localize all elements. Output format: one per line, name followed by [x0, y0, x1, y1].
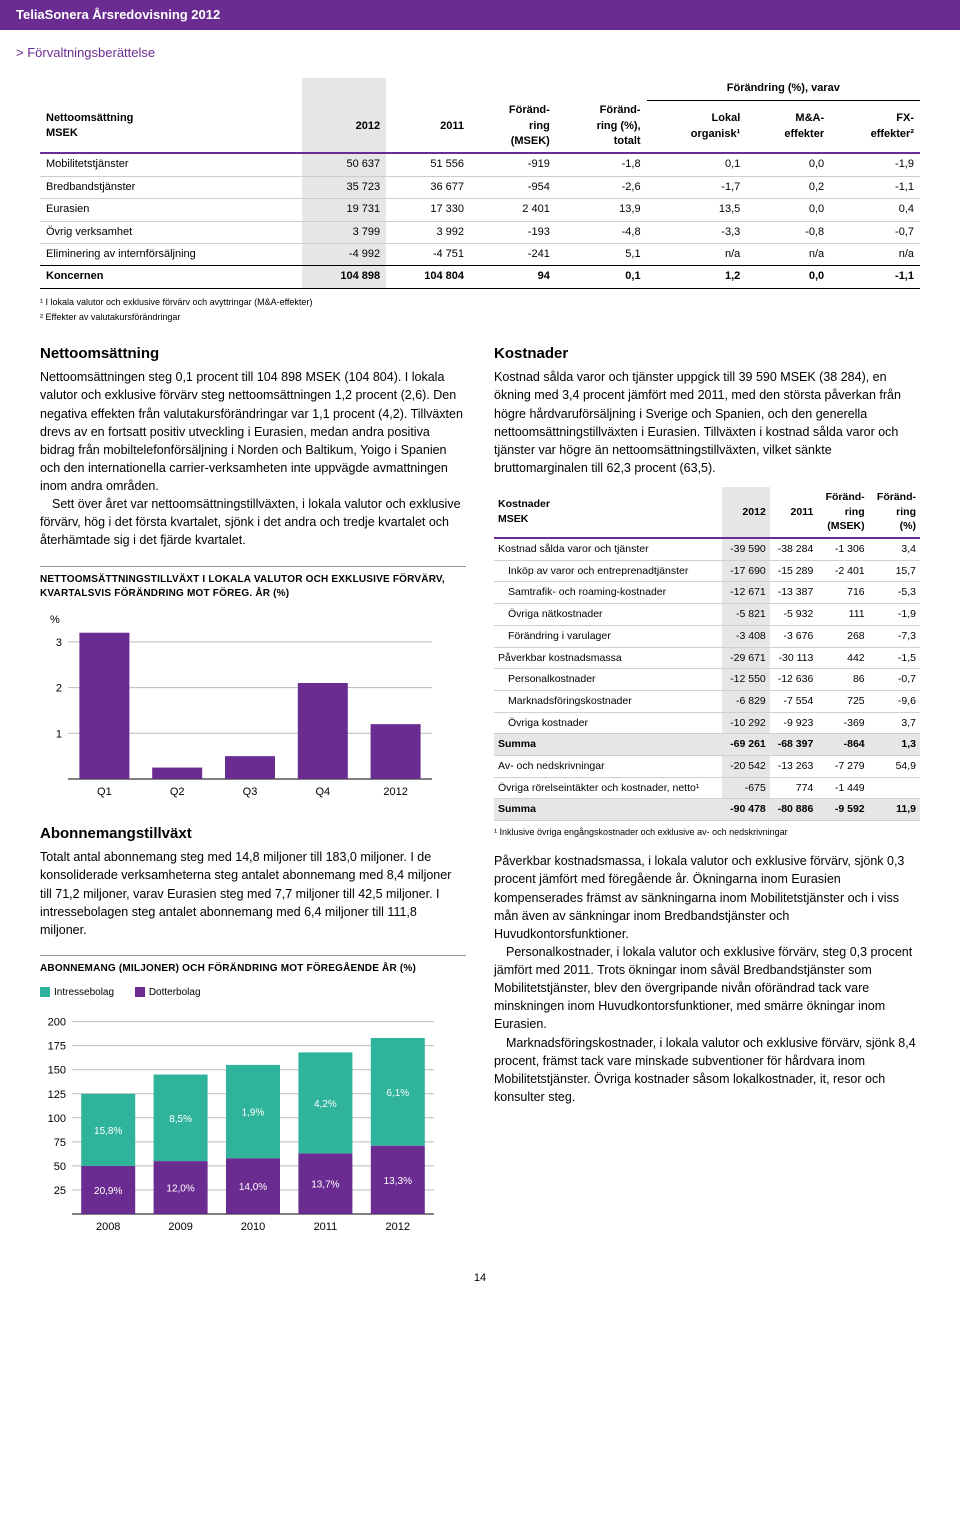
chart-netsales-growth: 1 2 3% Q1 Q2 Q3 Q4 2012	[40, 611, 466, 806]
costs-title: Kostnader	[494, 343, 920, 364]
svg-text:175: 175	[48, 1041, 66, 1053]
table-row: Bredbandstjänster35 72336 677-954-2,6-1,…	[40, 176, 920, 198]
svg-text:6,1%: 6,1%	[386, 1088, 409, 1099]
svg-text:Q4: Q4	[315, 786, 330, 798]
table-row-total: Koncernen104 898104 804940,11,20,0-1,1	[40, 266, 920, 288]
svg-text:2012: 2012	[386, 1221, 410, 1233]
table1-footnote-2: ² Effekter av valutakursförändringar	[40, 312, 920, 323]
chart2-caption: ABONNEMANG (MILJONER) OCH FÖRÄNDRING MOT…	[40, 955, 466, 976]
table-row: Samtrafik- och roaming-kostnader-12 671-…	[494, 582, 920, 604]
bar	[298, 683, 348, 779]
table-row: Summa-90 478-80 886-9 59211,9	[494, 799, 920, 821]
bar	[152, 767, 202, 778]
table-row: Övriga nätkostnader-5 821-5 932111-1,9	[494, 604, 920, 626]
svg-text:15,8%: 15,8%	[94, 1126, 122, 1137]
svg-text:8,5%: 8,5%	[169, 1114, 192, 1125]
costs-table: KostnaderMSEK 2012 2011 Föränd-ring(MSEK…	[494, 487, 920, 821]
table-row: Övrig verksamhet3 7993 992-193-4,8-3,3-0…	[40, 221, 920, 243]
svg-text:13,7%: 13,7%	[311, 1180, 339, 1191]
svg-text:3: 3	[56, 636, 62, 648]
svg-text:4,2%: 4,2%	[314, 1099, 337, 1110]
table-row: Av- och nedskrivningar-20 542-13 263-7 2…	[494, 755, 920, 777]
table-row: Övriga rörelseintäkter och kostnader, ne…	[494, 777, 920, 799]
svg-text:2009: 2009	[168, 1221, 192, 1233]
netsales-title: Nettoomsättning	[40, 343, 466, 364]
subs-text: Totalt antal abonnemang steg med 14,8 mi…	[40, 848, 466, 939]
bar	[79, 632, 129, 778]
netsales-text: Nettoomsättningen steg 0,1 procent till …	[40, 368, 466, 549]
svg-text:25: 25	[54, 1185, 66, 1197]
svg-text:2011: 2011	[314, 1221, 338, 1233]
table2-footnote: ¹ Inklusive övriga engångskostnader och …	[494, 827, 920, 838]
svg-text:20,9%: 20,9%	[94, 1186, 122, 1197]
chart1-svg: 1 2 3% Q1 Q2 Q3 Q4 2012	[40, 611, 440, 801]
table-row: Personalkostnader-12 550-12 63686-0,7	[494, 669, 920, 691]
svg-text:200: 200	[48, 1017, 66, 1029]
bar	[225, 756, 275, 779]
table-row: Summa-69 261-68 397-8641,3	[494, 734, 920, 756]
page-number: 14	[40, 1271, 920, 1286]
chart-subscriptions: 25 50 75 100 125 150 175 200 20,9% 15,8% 2008 12,0%…	[40, 1006, 466, 1241]
svg-text:1,9%: 1,9%	[242, 1108, 265, 1119]
header-title: TeliaSonera Årsredovisning 2012	[16, 7, 220, 22]
svg-text:150: 150	[48, 1065, 66, 1077]
svg-text:12,0%: 12,0%	[166, 1184, 194, 1195]
table-row: Förändring i varulager-3 408-3 676268-7,…	[494, 625, 920, 647]
svg-text:2012: 2012	[383, 786, 407, 798]
table1-footnote-1: ¹ I lokala valutor och exklusive förvärv…	[40, 297, 920, 308]
svg-text:50: 50	[54, 1161, 66, 1173]
svg-text:2008: 2008	[96, 1221, 120, 1233]
netsales-table: Förändring (%), varav NettoomsättningMSE…	[40, 78, 920, 288]
table-row: Marknadsföringskostnader-6 829-7 554725-…	[494, 690, 920, 712]
svg-text:2: 2	[56, 682, 62, 694]
costs-text: Kostnad sålda varor och tjänster uppgick…	[494, 368, 920, 477]
svg-text:13,3%: 13,3%	[384, 1176, 412, 1187]
svg-text:Q1: Q1	[97, 786, 112, 798]
breadcrumb: > Förvaltningsberättelse	[0, 30, 960, 68]
left-column: Nettoomsättning Nettoomsättningen steg 0…	[40, 343, 466, 1240]
svg-text:%: %	[50, 614, 60, 626]
page-content: Förändring (%), varav NettoomsättningMSE…	[0, 68, 960, 1306]
right-column: Kostnader Kostnad sålda varor och tjänst…	[494, 343, 920, 1240]
chart2-svg: 25 50 75 100 125 150 175 200 20,9% 15,8% 2008 12,0%…	[40, 1006, 440, 1236]
table-row: Påverkbar kostnadsmassa-29 671-30 113442…	[494, 647, 920, 669]
table-row: Mobilitetstjänster50 63751 556-919-1,80,…	[40, 153, 920, 176]
table-row: Eliminering av internförsäljning-4 992-4…	[40, 244, 920, 266]
svg-text:100: 100	[48, 1113, 66, 1125]
col-label: NettoomsättningMSEK	[40, 100, 302, 153]
chart1-caption: NETTOOMSÄTTNINGSTILLVÄXT I LOKALA VALUTO…	[40, 566, 466, 601]
svg-text:14,0%: 14,0%	[239, 1182, 267, 1193]
svg-text:75: 75	[54, 1137, 66, 1149]
svg-text:2010: 2010	[241, 1221, 265, 1233]
svg-text:Q2: Q2	[170, 786, 185, 798]
header-bar: TeliaSonera Årsredovisning 2012	[0, 0, 960, 30]
table-row: Övriga kostnader-10 292-9 923-3693,7	[494, 712, 920, 734]
svg-text:125: 125	[48, 1089, 66, 1101]
svg-text:1: 1	[56, 728, 62, 740]
table-row: Inköp av varor och entreprenadtjänster-1…	[494, 560, 920, 582]
chart2-legend: Intressebolag Dotterbolag	[40, 986, 466, 1000]
table-row: Kostnad sålda varor och tjänster-39 590-…	[494, 538, 920, 560]
svg-text:Q3: Q3	[243, 786, 258, 798]
bar	[371, 724, 421, 779]
subs-title: Abonnemangstillväxt	[40, 823, 466, 844]
table-row: Eurasien19 73117 3302 40113,913,50,00,4	[40, 199, 920, 221]
costs-body: Påverkbar kostnadsmassa, i lokala valuto…	[494, 852, 920, 1106]
